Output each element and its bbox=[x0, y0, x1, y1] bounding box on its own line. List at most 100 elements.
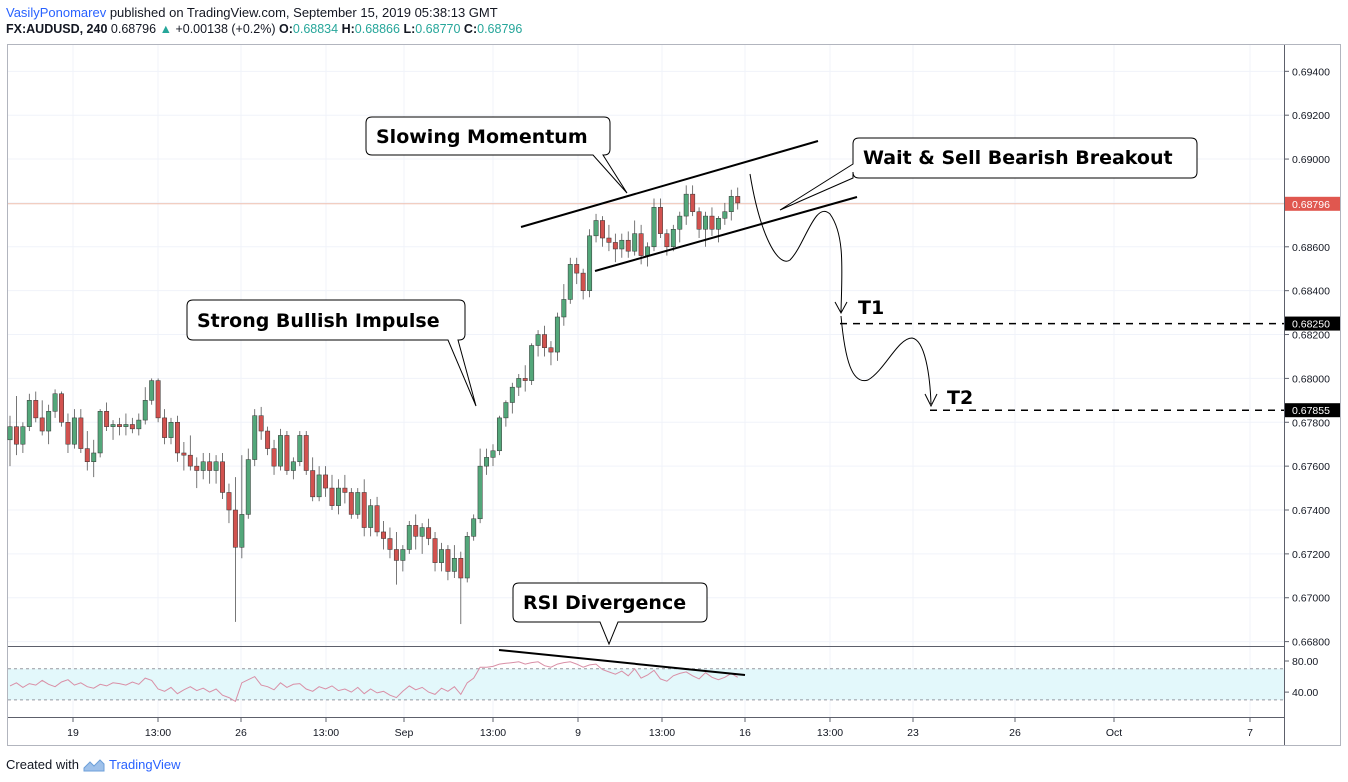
callout-wait-sell-breakout[interactable]: Wait & Sell Bearish Breakout bbox=[779, 137, 1198, 211]
candle bbox=[715, 216, 721, 243]
candle bbox=[477, 448, 483, 524]
candle-body bbox=[46, 411, 52, 432]
candle bbox=[7, 415, 13, 467]
price-tick-label: 0.67600 bbox=[1292, 461, 1330, 473]
last-price-tag: 0.68796 bbox=[1285, 196, 1340, 211]
candle-body bbox=[548, 347, 554, 353]
candle-body bbox=[174, 422, 180, 454]
footer: Created with TradingView bbox=[6, 757, 181, 772]
candle bbox=[329, 474, 335, 511]
callout-strong-bullish-impulse-text: Strong Bullish Impulse bbox=[197, 310, 440, 332]
channel-upper-line[interactable] bbox=[520, 140, 819, 228]
candle bbox=[703, 211, 708, 247]
price-tick-label: 0.68600 bbox=[1292, 242, 1330, 254]
candle-body bbox=[413, 525, 419, 537]
candle-body bbox=[632, 233, 638, 252]
candle-body bbox=[690, 193, 696, 212]
candle bbox=[451, 545, 457, 579]
time-tick-label: 13:00 bbox=[649, 727, 675, 739]
candle-body bbox=[645, 246, 651, 256]
callout-rsi-divergence[interactable]: RSI Divergence bbox=[512, 582, 708, 646]
low-value: 0.68770 bbox=[415, 22, 461, 36]
candle-body bbox=[529, 345, 535, 381]
rsi-band bbox=[8, 668, 1284, 700]
candle bbox=[574, 257, 580, 285]
callout-strong-bullish-impulse[interactable]: Strong Bullish Impulse bbox=[186, 299, 477, 407]
time-tick-label: 13:00 bbox=[480, 727, 506, 739]
candle bbox=[600, 216, 605, 247]
rsi-line bbox=[9, 661, 738, 703]
candle-body bbox=[39, 417, 45, 432]
candle bbox=[735, 187, 741, 210]
last-price: 0.68796 bbox=[110, 22, 157, 36]
tradingview-link[interactable]: TradingView bbox=[108, 757, 181, 772]
candle-body bbox=[381, 531, 386, 539]
candle-body bbox=[335, 487, 341, 506]
publication-header: VasilyPonomarev published on TradingView… bbox=[6, 5, 498, 20]
rsi-divergence-line[interactable] bbox=[498, 649, 746, 676]
candle bbox=[651, 198, 657, 252]
candle bbox=[509, 382, 515, 414]
candle-body bbox=[97, 411, 103, 454]
candle-body bbox=[33, 400, 39, 419]
high-label: H: bbox=[341, 22, 355, 36]
candle-body bbox=[194, 465, 200, 471]
candle-body bbox=[567, 264, 573, 300]
candle-body bbox=[426, 527, 432, 539]
candle bbox=[20, 422, 26, 453]
author-link[interactable]: VasilyPonomarev bbox=[6, 5, 107, 20]
candle-body bbox=[265, 430, 271, 449]
candles bbox=[7, 185, 741, 625]
candle-body bbox=[458, 558, 464, 579]
price-tick-label: 0.66800 bbox=[1292, 637, 1330, 649]
candle bbox=[303, 431, 309, 475]
candle-body bbox=[715, 218, 721, 230]
price-tick-label: 0.69000 bbox=[1292, 154, 1330, 166]
candle bbox=[245, 448, 251, 519]
candle-body bbox=[445, 549, 451, 572]
candle-body bbox=[207, 461, 213, 471]
open-value: 0.68834 bbox=[292, 22, 339, 36]
callout-slowing-momentum[interactable]: Slowing Momentum bbox=[365, 116, 628, 194]
price-tick-label: 0.67800 bbox=[1292, 417, 1330, 429]
candle bbox=[13, 395, 19, 456]
candle-body bbox=[619, 239, 625, 250]
candle bbox=[387, 527, 393, 559]
price-tick-label: 0.68200 bbox=[1292, 330, 1330, 342]
callout-rsi-divergence-text: RSI Divergence bbox=[523, 592, 686, 614]
candle-body bbox=[419, 527, 425, 537]
candle bbox=[503, 400, 509, 427]
published-text: published on TradingView.com, September … bbox=[109, 5, 498, 20]
candle bbox=[690, 185, 696, 217]
t2-price-tag: 0.67855 bbox=[1285, 403, 1340, 418]
price-tick-label: 0.69200 bbox=[1292, 110, 1330, 122]
candle bbox=[548, 341, 554, 366]
candle bbox=[490, 444, 496, 467]
created-with-text: Created with bbox=[6, 757, 79, 772]
time-tick-label: 13:00 bbox=[313, 727, 339, 739]
projection-path-1[interactable] bbox=[749, 173, 843, 313]
projection-path-2[interactable] bbox=[840, 315, 932, 405]
candle-body bbox=[651, 207, 657, 248]
candle bbox=[677, 211, 683, 243]
channel-lower-line[interactable] bbox=[594, 196, 858, 272]
candle bbox=[84, 431, 90, 471]
candle bbox=[464, 531, 470, 583]
candle bbox=[561, 284, 567, 326]
candle bbox=[696, 207, 702, 239]
price-tick-label: 0.68400 bbox=[1292, 286, 1330, 298]
candle bbox=[200, 452, 206, 480]
candle-body bbox=[78, 417, 84, 449]
price-tick-label: 0.69400 bbox=[1292, 66, 1330, 78]
time-tick-label: 7 bbox=[1247, 727, 1253, 739]
candle bbox=[46, 404, 52, 445]
time-tick-label: 26 bbox=[1009, 727, 1021, 739]
candle bbox=[271, 439, 277, 475]
svg-text:0.68250: 0.68250 bbox=[1292, 319, 1330, 331]
candle bbox=[335, 479, 341, 515]
candle-body bbox=[7, 426, 13, 441]
candle-body bbox=[471, 518, 477, 537]
candle bbox=[258, 406, 264, 440]
candle bbox=[439, 542, 444, 572]
